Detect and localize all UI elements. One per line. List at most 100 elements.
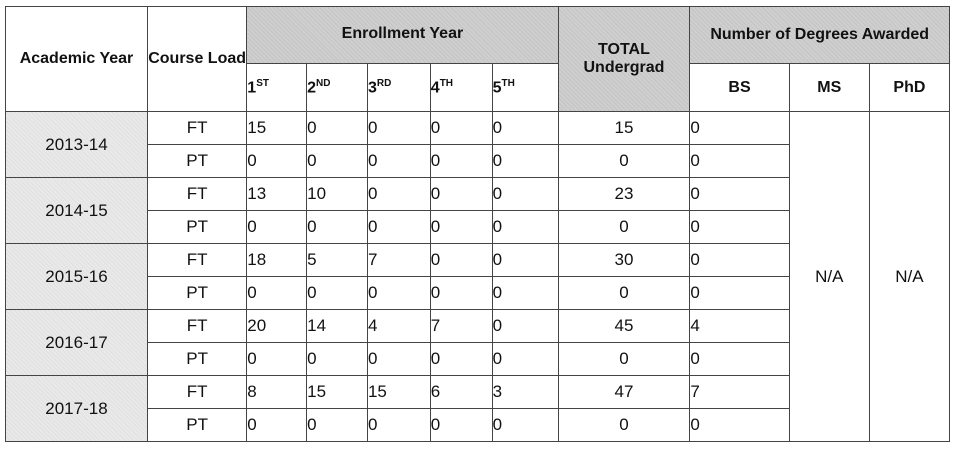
table-row: 2014-15 FT 13 10 0 0 0 23 0 bbox=[5, 177, 950, 244]
header-total-undergrad: TOTAL Undergrad bbox=[557, 6, 691, 112]
enroll-year-2-cell: 0 bbox=[306, 408, 368, 442]
course-load-cell: PT bbox=[146, 276, 248, 310]
table-body: Academic Year Course Load Enrollment Yea… bbox=[5, 6, 951, 442]
header-enrollment-year: Enrollment Year bbox=[246, 6, 559, 64]
enroll-year-4-cell: 0 bbox=[429, 342, 493, 376]
enroll-year-2-cell: 14 bbox=[306, 309, 368, 343]
enroll-year-1-cell: 0 bbox=[246, 342, 308, 376]
header-row-sub: 1ST 2ND 3RD 4TH 5TH BS MS PhD bbox=[6, 63, 951, 112]
enroll-year-3-cell: 0 bbox=[366, 177, 431, 211]
enroll-year-1-cell: 8 bbox=[246, 375, 308, 409]
course-load-cell: PT bbox=[146, 342, 248, 376]
enroll-year-5-cell: 0 bbox=[491, 111, 559, 145]
header-phd: PhD bbox=[868, 63, 951, 112]
enroll-year-5-cell: 3 bbox=[491, 375, 559, 409]
header-year-4: 4TH bbox=[429, 63, 493, 112]
enroll-year-4-cell: 0 bbox=[429, 111, 493, 145]
header-row-top: Academic Year Course Load Enrollment Yea… bbox=[5, 6, 950, 112]
header-year-1: 1ST bbox=[246, 63, 308, 112]
bs-degrees-cell: 7 bbox=[689, 375, 790, 409]
enroll-year-4-cell: 0 bbox=[429, 144, 493, 178]
enroll-year-4-cell: 0 bbox=[429, 177, 493, 211]
enroll-year-1-cell: 13 bbox=[246, 177, 308, 211]
bs-degrees-cell: 0 bbox=[689, 408, 790, 442]
enroll-year-2-cell: 0 bbox=[306, 111, 368, 145]
phd-degrees-cell: N/A bbox=[868, 111, 951, 442]
enroll-year-5-cell: 0 bbox=[491, 408, 559, 442]
ms-degrees-cell: N/A bbox=[788, 111, 870, 442]
total-undergrad-cell: 45 bbox=[557, 309, 691, 343]
enroll-year-2-cell: 0 bbox=[306, 276, 368, 310]
header-ms: MS bbox=[788, 63, 870, 112]
academic-year-cell: 2014-15 bbox=[5, 177, 148, 244]
academic-year-cell: 2017-18 bbox=[5, 375, 148, 442]
course-load-cell: PT bbox=[146, 144, 248, 178]
header-academic-year: Academic Year bbox=[5, 6, 148, 112]
enroll-year-3-cell: 15 bbox=[366, 375, 431, 409]
enroll-year-5-cell: 0 bbox=[491, 309, 559, 343]
bs-degrees-cell: 0 bbox=[689, 342, 790, 376]
enroll-year-1-cell: 20 bbox=[246, 309, 308, 343]
enroll-year-2-cell: 10 bbox=[306, 177, 368, 211]
header-course-load: Course Load bbox=[146, 6, 248, 112]
table-row: PT 0 0 0 0 0 0 0 bbox=[6, 144, 950, 178]
total-undergrad-cell: 47 bbox=[557, 375, 691, 409]
enroll-year-4-cell: 0 bbox=[429, 243, 493, 277]
academic-year-cell: 2013-14 bbox=[5, 111, 148, 178]
enroll-year-3-cell: 0 bbox=[366, 342, 431, 376]
enroll-year-1-cell: 15 bbox=[246, 111, 308, 145]
enroll-year-3-cell: 0 bbox=[366, 144, 431, 178]
total-undergrad-cell: 0 bbox=[557, 408, 691, 442]
enroll-year-1-cell: 0 bbox=[246, 408, 308, 442]
table-row: 2013-14 FT 15 0 0 0 0 15 0 N/A N/A bbox=[5, 111, 951, 442]
total-undergrad-cell: 23 bbox=[557, 177, 691, 211]
enroll-year-3-cell: 0 bbox=[366, 408, 431, 442]
academic-year-cell: 2015-16 bbox=[5, 243, 148, 310]
total-undergrad-cell: 0 bbox=[557, 342, 691, 376]
course-load-cell: FT bbox=[146, 243, 248, 277]
total-undergrad-cell: 0 bbox=[557, 276, 691, 310]
bs-degrees-cell: 0 bbox=[689, 276, 790, 310]
course-load-cell: FT bbox=[146, 375, 248, 409]
enroll-year-4-cell: 6 bbox=[429, 375, 493, 409]
bs-degrees-cell: 4 bbox=[689, 309, 790, 343]
enroll-year-5-cell: 0 bbox=[491, 342, 559, 376]
enroll-year-2-cell: 5 bbox=[306, 243, 368, 277]
enroll-year-2-cell: 0 bbox=[306, 210, 368, 244]
academic-year-cell: 2016-17 bbox=[5, 309, 148, 376]
total-undergrad-cell: 0 bbox=[557, 144, 691, 178]
header-degrees-awarded: Number of Degrees Awarded bbox=[689, 6, 950, 64]
header-year-5: 5TH bbox=[491, 63, 559, 112]
bs-degrees-cell: 0 bbox=[689, 210, 790, 244]
course-load-cell: FT bbox=[146, 177, 248, 211]
course-load-cell: FT bbox=[146, 309, 248, 343]
header-year-3: 3RD bbox=[366, 63, 431, 112]
enroll-year-1-cell: 18 bbox=[246, 243, 308, 277]
header-year-2: 2ND bbox=[306, 63, 368, 112]
course-load-cell: PT bbox=[146, 408, 248, 442]
enroll-year-5-cell: 0 bbox=[491, 210, 559, 244]
enroll-year-3-cell: 4 bbox=[366, 309, 431, 343]
enroll-year-2-cell: 0 bbox=[306, 342, 368, 376]
enroll-year-2-cell: 15 bbox=[306, 375, 368, 409]
course-load-cell: PT bbox=[146, 210, 248, 244]
table-row: 2016-17 FT 20 14 4 7 0 45 4 bbox=[5, 309, 950, 376]
course-load-cell: FT bbox=[146, 111, 248, 145]
enroll-year-3-cell: 7 bbox=[366, 243, 431, 277]
bs-degrees-cell: 0 bbox=[689, 177, 790, 211]
total-undergrad-cell: 30 bbox=[557, 243, 691, 277]
enroll-year-3-cell: 0 bbox=[366, 276, 431, 310]
bs-degrees-cell: 0 bbox=[689, 111, 790, 145]
enroll-year-3-cell: 0 bbox=[366, 111, 431, 145]
enroll-year-4-cell: 0 bbox=[429, 276, 493, 310]
enrollment-table: Academic Year Course Load Enrollment Yea… bbox=[5, 6, 951, 442]
total-undergrad-cell: 15 bbox=[557, 111, 691, 145]
enroll-year-5-cell: 0 bbox=[491, 276, 559, 310]
enroll-year-1-cell: 0 bbox=[246, 210, 308, 244]
table-row: 2015-16 FT 18 5 7 0 0 30 0 bbox=[5, 243, 950, 310]
enroll-year-1-cell: 0 bbox=[246, 276, 308, 310]
enroll-year-5-cell: 0 bbox=[491, 177, 559, 211]
enroll-year-4-cell: 7 bbox=[429, 309, 493, 343]
header-bs: BS bbox=[689, 63, 790, 112]
